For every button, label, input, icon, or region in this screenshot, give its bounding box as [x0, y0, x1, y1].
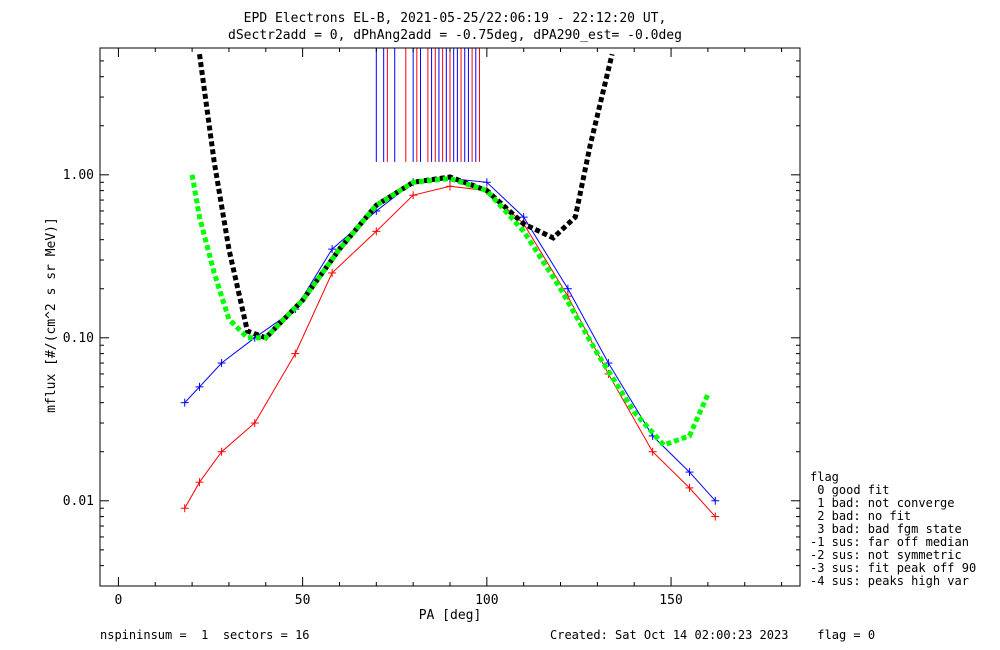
- data-point: [328, 245, 337, 254]
- y-tick-label: 0.10: [63, 331, 94, 346]
- footer-right: Created: Sat Oct 14 02:00:23 2023 flag =…: [550, 628, 875, 642]
- legend: flag 0 good fit 1 bad: not converge 2 ba…: [810, 470, 976, 588]
- x-axis-label: PA [deg]: [419, 608, 482, 623]
- data-point: [446, 182, 454, 191]
- legend-item: 3 bad: bad fgm state: [810, 522, 962, 536]
- x-tick-label: 0: [115, 593, 123, 608]
- legend-item: 1 bad: not converge: [810, 496, 955, 510]
- data-point: [372, 227, 381, 236]
- data-point: [195, 478, 204, 487]
- data-point: [291, 349, 300, 358]
- chart-subtitle: dSectr2add = 0, dPhAng2add = -0.75deg, d…: [228, 28, 682, 43]
- legend-title: flag: [810, 470, 839, 484]
- legend-item: 2 bad: no fit: [810, 509, 911, 523]
- data-point: [217, 447, 226, 456]
- data-point: [685, 483, 694, 492]
- legend-item: -1 sus: far off median: [810, 535, 969, 549]
- data-point: [563, 284, 572, 293]
- data-point: [328, 268, 337, 277]
- series-line: [184, 185, 716, 517]
- series-layer: [180, 53, 720, 521]
- data-point: [648, 447, 657, 456]
- data-point: [519, 213, 528, 222]
- data-point: [195, 382, 204, 391]
- legend-item: -3 sus: fit peak off 90: [810, 561, 976, 575]
- legend-item: 0 good fit: [810, 483, 889, 497]
- series-line: [197, 53, 615, 341]
- data-point: [711, 512, 720, 521]
- x-tick-label: 50: [295, 593, 311, 608]
- data-point: [711, 496, 720, 505]
- data-point: [180, 398, 189, 407]
- chart-title: EPD Electrons EL-B, 2021-05-25/22:06:19 …: [244, 11, 667, 26]
- data-point: [482, 178, 491, 187]
- y-tick-label: 0.01: [63, 494, 94, 509]
- data-point: [250, 419, 259, 428]
- data-point: [685, 468, 694, 477]
- legend-item: -2 sus: not symmetric: [810, 548, 962, 562]
- y-axis-label: mflux [#/(cm^2 s sr MeV)]: [44, 217, 59, 413]
- footer-left: nspininsum = 1 sectors = 16: [100, 628, 310, 642]
- marker-lines: [375, 48, 480, 162]
- data-point: [409, 191, 418, 200]
- x-tick-label: 100: [475, 593, 498, 608]
- data-point: [217, 359, 226, 368]
- axis-ticks: 0 50 100 150 0.01 1.00 0.10: [63, 47, 800, 608]
- data-point: [180, 504, 189, 513]
- x-tick-label: 150: [659, 593, 682, 608]
- legend-item: -4 sus: peaks high var: [810, 574, 969, 588]
- y-tick-label: 1.00: [63, 168, 94, 183]
- series-line: [189, 174, 711, 448]
